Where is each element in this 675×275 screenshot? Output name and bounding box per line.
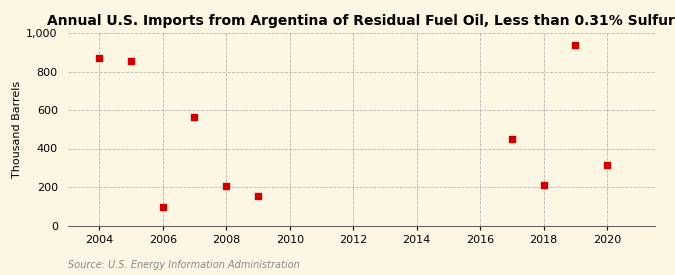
Point: [126, 59, 136, 63]
Point: [601, 163, 612, 167]
Point: [538, 183, 549, 187]
Point: [252, 193, 263, 198]
Title: Annual U.S. Imports from Argentina of Residual Fuel Oil, Less than 0.31% Sulfur: Annual U.S. Imports from Argentina of Re…: [47, 14, 675, 28]
Point: [94, 56, 105, 60]
Point: [189, 114, 200, 119]
Point: [221, 184, 232, 188]
Y-axis label: Thousand Barrels: Thousand Barrels: [12, 81, 22, 178]
Point: [157, 204, 168, 209]
Point: [506, 137, 517, 141]
Point: [570, 42, 580, 47]
Text: Source: U.S. Energy Information Administration: Source: U.S. Energy Information Administ…: [68, 260, 299, 270]
